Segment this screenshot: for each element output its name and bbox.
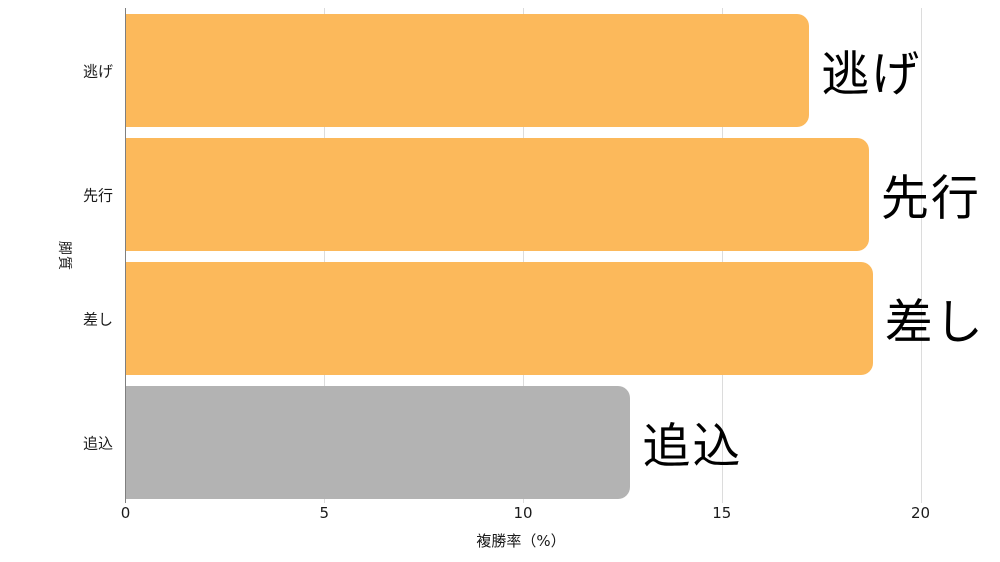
- x-tick-label-20: 20: [910, 504, 931, 522]
- x-tick-label-15: 15: [712, 504, 732, 522]
- x-tick-label-0: 0: [120, 504, 131, 522]
- category-label-差し: 差し: [82, 310, 113, 328]
- category-label-先行: 先行: [82, 186, 113, 204]
- y-axis-line: [124, 8, 126, 503]
- gridline-x-20: [920, 8, 922, 503]
- bar-差し: [125, 262, 873, 375]
- bar-annotation-逃げ: 逃げ: [821, 46, 922, 103]
- gridline-x-5: [324, 8, 326, 503]
- bar-逃げ: [125, 14, 810, 127]
- gridline-x-10: [523, 8, 524, 503]
- x-axis-title: 複勝率（%）: [476, 532, 566, 550]
- x-tick-label-5: 5: [319, 504, 330, 522]
- bar-annotation-差し: 差し: [884, 294, 985, 351]
- x-tick-label-10: 10: [513, 504, 533, 522]
- bar-annotation-先行: 先行: [880, 170, 981, 227]
- bar-先行: [125, 138, 869, 251]
- bar-追込: [125, 386, 631, 499]
- category-label-追込: 追込: [82, 434, 113, 452]
- y-axis-title: 脚質: [56, 241, 72, 271]
- gridline-x-15: [721, 8, 723, 503]
- category-label-逃げ: 逃げ: [82, 62, 113, 80]
- bar-annotation-追込: 追込: [642, 418, 743, 475]
